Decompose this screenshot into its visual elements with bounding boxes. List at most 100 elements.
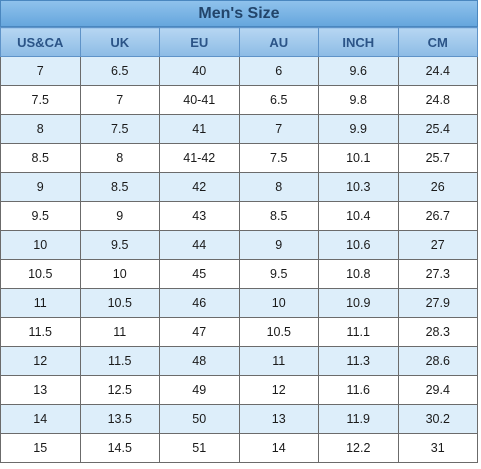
cell-us-ca: 11 <box>0 288 81 318</box>
cell-cm: 27 <box>397 230 478 260</box>
table-row: 7 6.5 40 6 9.6 24.4 <box>0 56 478 86</box>
cell-eu: 46 <box>159 288 240 318</box>
cell-au: 6 <box>238 56 319 86</box>
cell-eu: 50 <box>159 404 240 434</box>
cell-us-ca: 9 <box>0 172 81 202</box>
cell-au: 10 <box>238 288 319 318</box>
cell-uk: 10.5 <box>79 288 160 318</box>
cell-uk: 14.5 <box>79 433 160 463</box>
cell-cm: 28.3 <box>397 317 478 347</box>
cell-eu: 43 <box>159 201 240 231</box>
size-table: US&CA UK EU AU INCH CM 7 6.5 40 6 9.6 24.4 7.5… <box>0 27 478 463</box>
cell-au: 9.5 <box>238 259 319 289</box>
cell-eu: 42 <box>159 172 240 202</box>
cell-eu: 49 <box>159 375 240 405</box>
cell-uk: 7.5 <box>79 114 160 144</box>
cell-inch: 10.6 <box>318 230 399 260</box>
cell-inch: 10.1 <box>318 143 399 173</box>
cell-uk: 9.5 <box>79 230 160 260</box>
cell-uk: 11 <box>79 317 160 347</box>
cell-us-ca: 12 <box>0 346 81 376</box>
cell-au: 11 <box>238 346 319 376</box>
cell-uk: 11.5 <box>79 346 160 376</box>
cell-au: 12 <box>238 375 319 405</box>
cell-us-ca: 8 <box>0 114 81 144</box>
cell-au: 10.5 <box>238 317 319 347</box>
table-row: 9.5 9 43 8.5 10.4 26.7 <box>0 201 478 231</box>
table-row: 8.5 8 41-42 7.5 10.1 25.7 <box>0 143 478 173</box>
table-row: 8 7.5 41 7 9.9 25.4 <box>0 114 478 144</box>
cell-cm: 30.2 <box>397 404 478 434</box>
cell-us-ca: 8.5 <box>0 143 81 173</box>
cell-uk: 12.5 <box>79 375 160 405</box>
cell-inch: 10.9 <box>318 288 399 318</box>
table-row: 13 12.5 49 12 11.6 29.4 <box>0 375 478 405</box>
cell-us-ca: 7 <box>0 56 81 86</box>
cell-uk: 13.5 <box>79 404 160 434</box>
table-row: 7.5 7 40-41 6.5 9.8 24.8 <box>0 85 478 115</box>
cell-inch: 10.4 <box>318 201 399 231</box>
cell-au: 7.5 <box>238 143 319 173</box>
cell-cm: 24.4 <box>397 56 478 86</box>
cell-eu: 41-42 <box>159 143 240 173</box>
cell-inch: 10.8 <box>318 259 399 289</box>
cell-au: 8 <box>238 172 319 202</box>
chart-title: Men's Size <box>0 0 478 27</box>
table-row: 10 9.5 44 9 10.6 27 <box>0 230 478 260</box>
cell-uk: 6.5 <box>79 56 160 86</box>
table-row: 12 11.5 48 11 11.3 28.6 <box>0 346 478 376</box>
cell-inch: 11.3 <box>318 346 399 376</box>
cell-us-ca: 11.5 <box>0 317 81 347</box>
cell-us-ca: 7.5 <box>0 85 81 115</box>
cell-cm: 31 <box>397 433 478 463</box>
cell-inch: 9.8 <box>318 85 399 115</box>
cell-inch: 11.9 <box>318 404 399 434</box>
cell-au: 13 <box>238 404 319 434</box>
cell-eu: 40 <box>159 56 240 86</box>
cell-us-ca: 13 <box>0 375 81 405</box>
cell-cm: 29.4 <box>397 375 478 405</box>
table-row: 14 13.5 50 13 11.9 30.2 <box>0 404 478 434</box>
cell-eu: 41 <box>159 114 240 144</box>
cell-cm: 27.3 <box>397 259 478 289</box>
cell-eu: 48 <box>159 346 240 376</box>
cell-uk: 10 <box>79 259 160 289</box>
cell-eu: 51 <box>159 433 240 463</box>
cell-eu: 40-41 <box>159 85 240 115</box>
cell-au: 8.5 <box>238 201 319 231</box>
cell-us-ca: 10 <box>0 230 81 260</box>
cell-au: 7 <box>238 114 319 144</box>
cell-cm: 24.8 <box>397 85 478 115</box>
table-row: 11 10.5 46 10 10.9 27.9 <box>0 288 478 318</box>
cell-inch: 9.9 <box>318 114 399 144</box>
cell-us-ca: 9.5 <box>0 201 81 231</box>
cell-inch: 10.3 <box>318 172 399 202</box>
cell-uk: 8.5 <box>79 172 160 202</box>
column-header-cm: CM <box>397 27 478 57</box>
table-body: 7 6.5 40 6 9.6 24.4 7.5 7 40-41 6.5 9.8 24.8 8 7.5 41 7… <box>0 56 478 463</box>
column-header-inch: INCH <box>318 27 399 57</box>
cell-uk: 8 <box>79 143 160 173</box>
cell-cm: 25.4 <box>397 114 478 144</box>
cell-au: 9 <box>238 230 319 260</box>
cell-cm: 26 <box>397 172 478 202</box>
cell-uk: 9 <box>79 201 160 231</box>
cell-cm: 27.9 <box>397 288 478 318</box>
table-row: 9 8.5 42 8 10.3 26 <box>0 172 478 202</box>
cell-cm: 28.6 <box>397 346 478 376</box>
cell-cm: 26.7 <box>397 201 478 231</box>
cell-inch: 11.6 <box>318 375 399 405</box>
cell-inch: 9.6 <box>318 56 399 86</box>
cell-eu: 47 <box>159 317 240 347</box>
column-header-uk: UK <box>79 27 160 57</box>
cell-cm: 25.7 <box>397 143 478 173</box>
column-header-eu: EU <box>159 27 240 57</box>
cell-eu: 45 <box>159 259 240 289</box>
cell-inch: 12.2 <box>318 433 399 463</box>
cell-au: 6.5 <box>238 85 319 115</box>
column-header-us-ca: US&CA <box>0 27 81 57</box>
table-row: 10.5 10 45 9.5 10.8 27.3 <box>0 259 478 289</box>
cell-eu: 44 <box>159 230 240 260</box>
cell-us-ca: 15 <box>0 433 81 463</box>
column-header-au: AU <box>238 27 319 57</box>
